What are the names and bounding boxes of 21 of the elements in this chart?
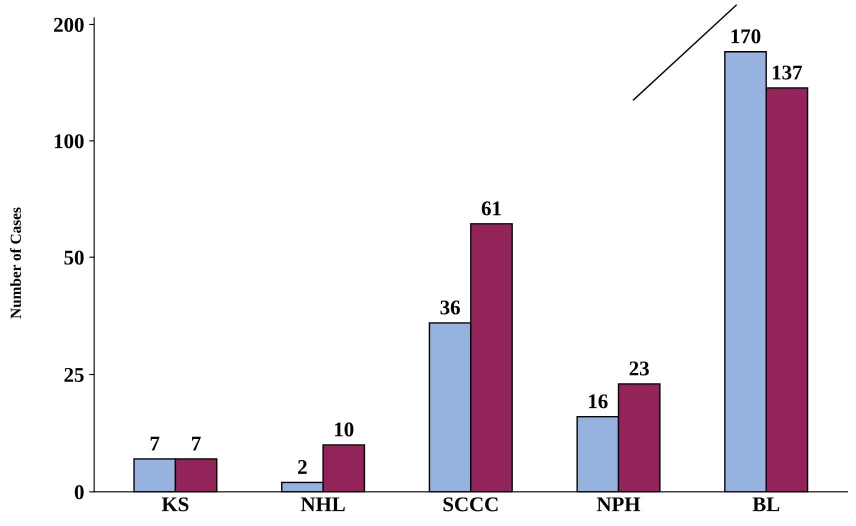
data-label: 16	[589, 394, 608, 408]
x-tick-label: NHL	[300, 497, 345, 512]
data-label: 170	[732, 29, 760, 44]
data-label: 7	[150, 436, 160, 450]
y-tick-label: 200	[54, 18, 84, 32]
data-label: 2	[298, 460, 307, 474]
x-tick-label: SCCC	[444, 497, 498, 512]
y-tick-label: 0	[74, 485, 84, 500]
data-label: 7	[192, 436, 201, 450]
x-tick-label: NPH	[596, 497, 640, 512]
y-tick-label: 100	[54, 134, 84, 148]
data-label: 36	[440, 300, 460, 314]
x-tick-label: BL	[752, 497, 780, 512]
data-label: 23	[630, 361, 649, 376]
data-label: 10	[335, 422, 354, 436]
data-label: 137	[772, 66, 802, 80]
y-tick-label: 25	[64, 368, 84, 382]
data-label: 61	[482, 201, 501, 216]
x-tick-label: KS	[162, 497, 188, 512]
y-tick-label: 50	[64, 250, 84, 265]
y-axis-title: Number of Cases	[10, 207, 21, 319]
